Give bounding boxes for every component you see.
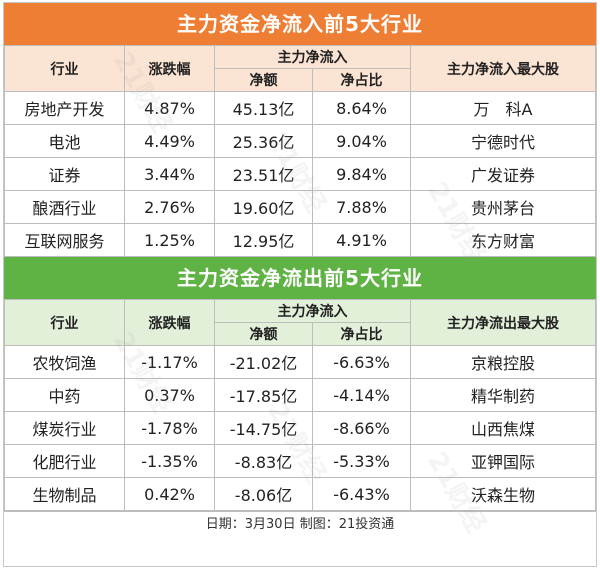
top-stock-cell: 沃森生物 — [410, 477, 596, 511]
top-stock-cell: 京粮控股 — [410, 345, 596, 379]
industry-cell: 证券 — [4, 157, 125, 191]
change-cell: -1.17% — [124, 345, 215, 379]
outflow-header-industry: 行业 — [4, 299, 125, 346]
industry-cell: 煤炭行业 — [4, 411, 125, 445]
change-cell: 0.42% — [124, 477, 215, 511]
industry-cell: 化肥行业 — [4, 444, 125, 478]
top-stock-cell: 宁德时代 — [410, 124, 596, 158]
net-amount-cell: 23.51亿 — [214, 157, 313, 191]
net-ratio-cell: 7.88% — [312, 190, 411, 224]
net-amount-cell: 25.36亿 — [214, 124, 313, 158]
change-cell: 3.44% — [124, 157, 215, 191]
change-cell: 4.49% — [124, 124, 215, 158]
inflow-header-industry: 行业 — [4, 45, 125, 92]
outflow-header-net-amount: 净额 — [214, 322, 313, 346]
net-amount-cell: 19.60亿 — [214, 190, 313, 224]
net-ratio-cell: -8.66% — [312, 411, 411, 445]
table-row: 化肥行业 -1.35% -8.83亿 -5.33% 亚钾国际 — [4, 444, 596, 478]
change-cell: 0.37% — [124, 378, 215, 412]
top-stock-cell: 万 科A — [410, 91, 596, 125]
net-ratio-cell: 9.04% — [312, 124, 411, 158]
table-row: 生物制品 0.42% -8.06亿 -6.43% 沃森生物 — [4, 477, 596, 511]
industry-cell: 中药 — [4, 378, 125, 412]
outflow-header-net-ratio: 净占比 — [312, 322, 411, 346]
top-stock-cell: 东方财富 — [410, 223, 596, 257]
top-stock-cell: 贵州茅台 — [410, 190, 596, 224]
table-row: 酿酒行业 2.76% 19.60亿 7.88% 贵州茅台 — [4, 190, 596, 224]
industry-cell: 电池 — [4, 124, 125, 158]
inflow-header-net-ratio: 净占比 — [312, 68, 411, 92]
top-stock-cell: 精华制药 — [410, 378, 596, 412]
net-ratio-cell: -4.14% — [312, 378, 411, 412]
net-ratio-cell: 4.91% — [312, 223, 411, 257]
net-amount-cell: -8.83亿 — [214, 444, 313, 478]
net-ratio-cell: 8.64% — [312, 91, 411, 125]
outflow-header-change: 涨跌幅 — [124, 299, 215, 346]
net-amount-cell: -17.85亿 — [214, 378, 313, 412]
outflow-header-top-stock: 主力净流出最大股 — [410, 299, 596, 346]
table-row: 农牧饲渔 -1.17% -21.02亿 -6.63% 京粮控股 — [4, 345, 596, 379]
outflow-title: 主力资金净流出前5大行业 — [4, 257, 596, 299]
table-row: 电池 4.49% 25.36亿 9.04% 宁德时代 — [4, 124, 596, 158]
top-stock-cell: 山西焦煤 — [410, 411, 596, 445]
table-row: 房地产开发 4.87% 45.13亿 8.64% 万 科A — [4, 91, 596, 125]
industry-cell: 生物制品 — [4, 477, 125, 511]
change-cell: -1.78% — [124, 411, 215, 445]
fund-flow-report: 主力资金净流入前5大行业 行业 涨跌幅 主力净流入 主力净流入最大股 净额 净占… — [3, 2, 597, 567]
industry-cell: 酿酒行业 — [4, 190, 125, 224]
net-ratio-cell: -6.63% — [312, 345, 411, 379]
net-ratio-cell: 9.84% — [312, 157, 411, 191]
outflow-header-main-flow: 主力净流入 — [214, 299, 411, 323]
inflow-header-top-stock: 主力净流入最大股 — [410, 45, 596, 92]
footer-caption: 日期：3月30日 制图：21投资通 — [4, 511, 596, 538]
net-amount-cell: -14.75亿 — [214, 411, 313, 445]
net-ratio-cell: -5.33% — [312, 444, 411, 478]
change-cell: 4.87% — [124, 91, 215, 125]
net-amount-cell: 12.95亿 — [214, 223, 313, 257]
net-amount-cell: -8.06亿 — [214, 477, 313, 511]
change-cell: 2.76% — [124, 190, 215, 224]
change-cell: -1.35% — [124, 444, 215, 478]
change-cell: 1.25% — [124, 223, 215, 257]
inflow-header-main-flow: 主力净流入 — [214, 45, 411, 69]
industry-cell: 农牧饲渔 — [4, 345, 125, 379]
table-row: 证券 3.44% 23.51亿 9.84% 广发证券 — [4, 157, 596, 191]
table-row: 煤炭行业 -1.78% -14.75亿 -8.66% 山西焦煤 — [4, 411, 596, 445]
outflow-table: 行业 涨跌幅 主力净流入 主力净流出最大股 净额 净占比 农牧饲渔 -1.17%… — [4, 299, 596, 511]
inflow-table: 行业 涨跌幅 主力净流入 主力净流入最大股 净额 净占比 房地产开发 4.87%… — [4, 45, 596, 257]
top-stock-cell: 亚钾国际 — [410, 444, 596, 478]
table-row: 中药 0.37% -17.85亿 -4.14% 精华制药 — [4, 378, 596, 412]
net-amount-cell: 45.13亿 — [214, 91, 313, 125]
inflow-title: 主力资金净流入前5大行业 — [4, 3, 596, 45]
industry-cell: 房地产开发 — [4, 91, 125, 125]
net-ratio-cell: -6.43% — [312, 477, 411, 511]
net-amount-cell: -21.02亿 — [214, 345, 313, 379]
table-row: 互联网服务 1.25% 12.95亿 4.91% 东方财富 — [4, 223, 596, 257]
inflow-header-net-amount: 净额 — [214, 68, 313, 92]
inflow-header-change: 涨跌幅 — [124, 45, 215, 92]
industry-cell: 互联网服务 — [4, 223, 125, 257]
top-stock-cell: 广发证券 — [410, 157, 596, 191]
